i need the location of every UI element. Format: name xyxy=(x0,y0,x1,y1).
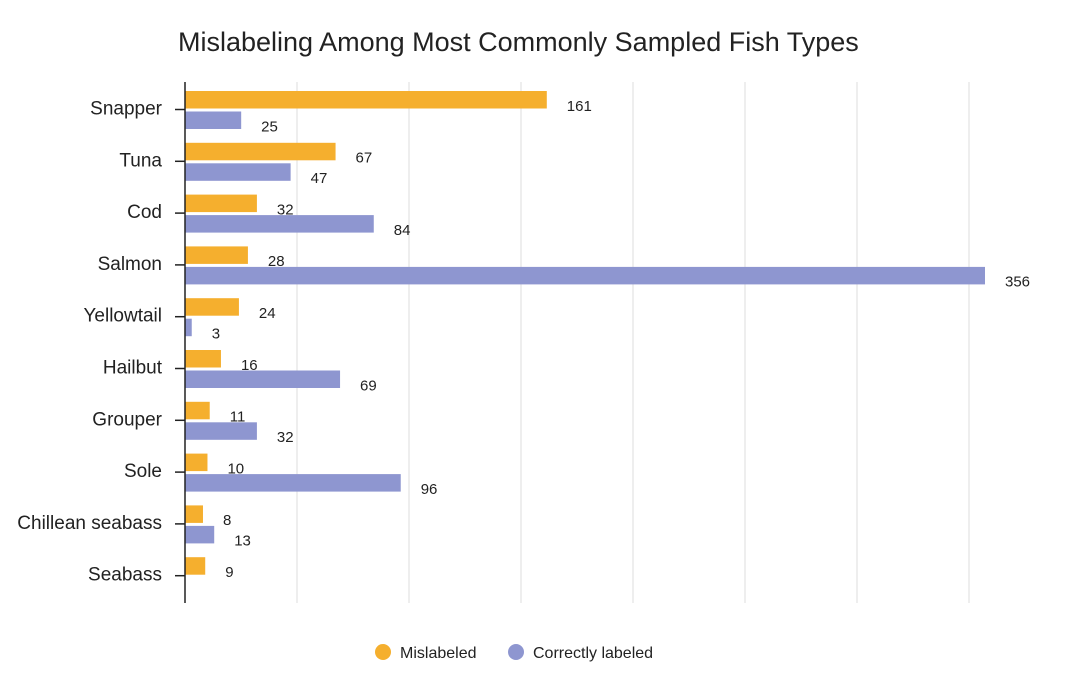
category-label: Tuna xyxy=(119,150,162,171)
bars-layer xyxy=(185,91,985,575)
bar-mislabeled xyxy=(185,142,336,161)
legend-label: Mislabeled xyxy=(400,645,476,662)
labels-layer: Snapper 161 25 Tuna 67 47 Cod 32 84 Salmon 28 356 Ye… xyxy=(17,98,1030,586)
value-label: 16 xyxy=(241,357,258,374)
value-label: 11 xyxy=(230,409,246,426)
bar-correctly-labeled xyxy=(185,370,341,388)
bar-mislabeled xyxy=(185,298,239,316)
bar-correctly-labeled xyxy=(185,318,192,337)
bar-mislabeled xyxy=(185,350,221,368)
value-label: 47 xyxy=(311,170,328,187)
category-label: Snapper xyxy=(90,99,163,120)
bar-mislabeled xyxy=(185,91,547,109)
value-label: 28 xyxy=(268,253,285,270)
value-label: 356 xyxy=(1005,274,1030,291)
bar-mislabeled xyxy=(185,453,208,472)
value-label: 9 xyxy=(225,564,233,581)
value-label: 32 xyxy=(277,201,294,218)
bar-mislabeled xyxy=(185,505,203,523)
value-label: 69 xyxy=(360,377,377,394)
bar-mislabeled xyxy=(185,246,248,264)
bar-correctly-labeled xyxy=(185,266,985,285)
bar-correctly-labeled xyxy=(185,215,374,233)
bar-mislabeled xyxy=(185,194,257,213)
bar-mislabeled xyxy=(185,401,210,420)
axis-layer xyxy=(175,82,186,603)
value-label: 96 xyxy=(421,481,438,498)
legend-swatch xyxy=(508,644,524,660)
value-label: 67 xyxy=(356,150,373,167)
category-label: Hailbut xyxy=(103,358,163,379)
value-label: 161 xyxy=(567,98,592,115)
bar-correctly-labeled xyxy=(185,163,291,181)
bar-mislabeled xyxy=(185,557,206,575)
category-label: Salmon xyxy=(98,254,162,275)
value-label: 13 xyxy=(234,533,251,550)
category-label: Seabass xyxy=(88,565,162,586)
bar-correctly-labeled xyxy=(185,525,215,544)
value-label: 8 xyxy=(223,512,231,529)
value-label: 24 xyxy=(259,305,276,322)
value-label: 25 xyxy=(261,118,278,135)
bar-correctly-labeled xyxy=(185,111,242,129)
value-label: 10 xyxy=(227,460,244,477)
category-label: Grouper xyxy=(92,409,162,430)
category-label: Cod xyxy=(127,202,162,223)
bar-correctly-labeled xyxy=(185,474,401,492)
value-label: 84 xyxy=(394,222,411,239)
value-label: 32 xyxy=(277,429,294,446)
legend: Mislabeled Correctly labeled xyxy=(375,644,653,662)
legend-swatch xyxy=(375,644,391,660)
value-label: 3 xyxy=(212,325,220,342)
legend-label: Correctly labeled xyxy=(533,645,653,662)
category-label: Chillean seabass xyxy=(17,513,162,534)
bar-correctly-labeled xyxy=(185,422,257,440)
grid-layer xyxy=(296,82,970,603)
category-label: Sole xyxy=(124,461,162,482)
category-label: Yellowtail xyxy=(83,306,162,327)
chart-title: Mislabeling Among Most Commonly Sampled … xyxy=(178,27,859,57)
